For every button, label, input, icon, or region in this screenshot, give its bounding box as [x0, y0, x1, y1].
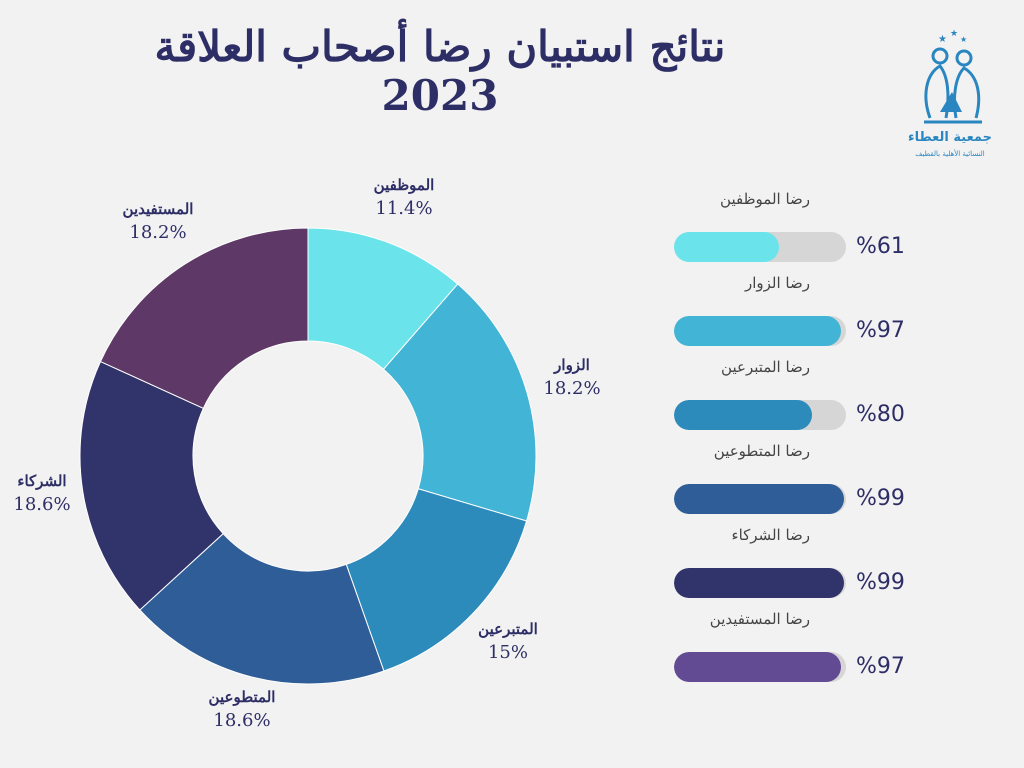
- satisfaction-label: رضا المتطوعين: [713, 442, 810, 460]
- slice-label-name: المتبرعين: [478, 620, 538, 638]
- satisfaction-row: رضا المستفيدين %97: [660, 610, 930, 694]
- slice-label-name: الزوار: [554, 356, 590, 374]
- progress-fill: [674, 316, 841, 346]
- slice-label-percent: 11.4%: [375, 198, 433, 219]
- progress-fill: [674, 484, 844, 514]
- progress-track: [674, 484, 846, 514]
- slice-label-name: الشركاء: [17, 472, 67, 490]
- slice-label: الزوار 18.2%: [512, 356, 632, 399]
- satisfaction-label: رضا الزوار: [745, 274, 810, 292]
- progress-track: [674, 568, 846, 598]
- donut-slice: [382, 283, 537, 522]
- svg-text:★: ★: [950, 29, 958, 39]
- slice-label-percent: 15%: [487, 642, 528, 663]
- svg-text:★: ★: [960, 35, 967, 44]
- logo-emblem-icon: ★ ★ ★: [924, 29, 982, 124]
- organization-logo: ★ ★ ★ جمعية العطاء النسائية الأهلية بالق…: [900, 26, 1000, 166]
- progress-track: [674, 232, 846, 262]
- satisfaction-row: رضا المتطوعين %99: [660, 442, 930, 526]
- progress-fill: [674, 652, 841, 682]
- slice-label: الشركاء 18.6%: [0, 472, 102, 515]
- progress-fill: [674, 400, 812, 430]
- slice-label-percent: 18.2%: [543, 378, 601, 399]
- logo-name: جمعية العطاء: [907, 130, 992, 145]
- satisfaction-percent: %61: [856, 234, 905, 259]
- progress-fill: [674, 232, 779, 262]
- satisfaction-row: رضا الشركاء %99: [660, 526, 930, 610]
- progress-track: [674, 652, 846, 682]
- slice-label: الموظفين 11.4%: [344, 176, 464, 219]
- slice-label-percent: 18.6%: [13, 494, 71, 515]
- slice-label-name: المتطوعين: [208, 688, 276, 706]
- satisfaction-label: رضا الشركاء: [731, 526, 810, 544]
- satisfaction-percent: %80: [856, 402, 905, 427]
- satisfaction-row: رضا الموظفين %61: [660, 190, 930, 274]
- donut-slice: [345, 488, 528, 672]
- satisfaction-label: رضا الموظفين: [720, 190, 810, 208]
- satisfaction-label: رضا المستفيدين: [709, 610, 810, 628]
- satisfaction-percent: %97: [856, 318, 905, 343]
- progress-fill: [674, 568, 844, 598]
- donut-slice: [139, 532, 385, 685]
- logo-subtitle: النسائية الأهلية بالقطيف: [915, 150, 985, 158]
- slice-label-percent: 18.2%: [129, 222, 187, 243]
- page-title: نتائج استبيان رضا أصحاب العلاقة 2023: [154, 22, 726, 120]
- donut-chart: [79, 227, 537, 685]
- donut-slice: [99, 227, 309, 410]
- slice-label: المستفيدين 18.2%: [98, 200, 218, 243]
- svg-text:★: ★: [938, 34, 947, 45]
- satisfaction-percent: %99: [856, 486, 905, 511]
- satisfaction-percent: %97: [856, 654, 905, 679]
- satisfaction-percent: %99: [856, 570, 905, 595]
- slice-label-percent: 18.6%: [213, 710, 271, 731]
- progress-track: [674, 316, 846, 346]
- satisfaction-row: رضا الزوار %97: [660, 274, 930, 358]
- progress-track: [674, 400, 846, 430]
- donut-slice: [79, 360, 224, 611]
- slice-label-name: الموظفين: [373, 176, 435, 194]
- slice-label: المتطوعين 18.6%: [182, 688, 302, 731]
- slice-label-name: المستفيدين: [122, 200, 194, 218]
- satisfaction-row: رضا المتبرعين %80: [660, 358, 930, 442]
- satisfaction-label: رضا المتبرعين: [721, 358, 810, 376]
- slice-label: المتبرعين 15%: [448, 620, 568, 663]
